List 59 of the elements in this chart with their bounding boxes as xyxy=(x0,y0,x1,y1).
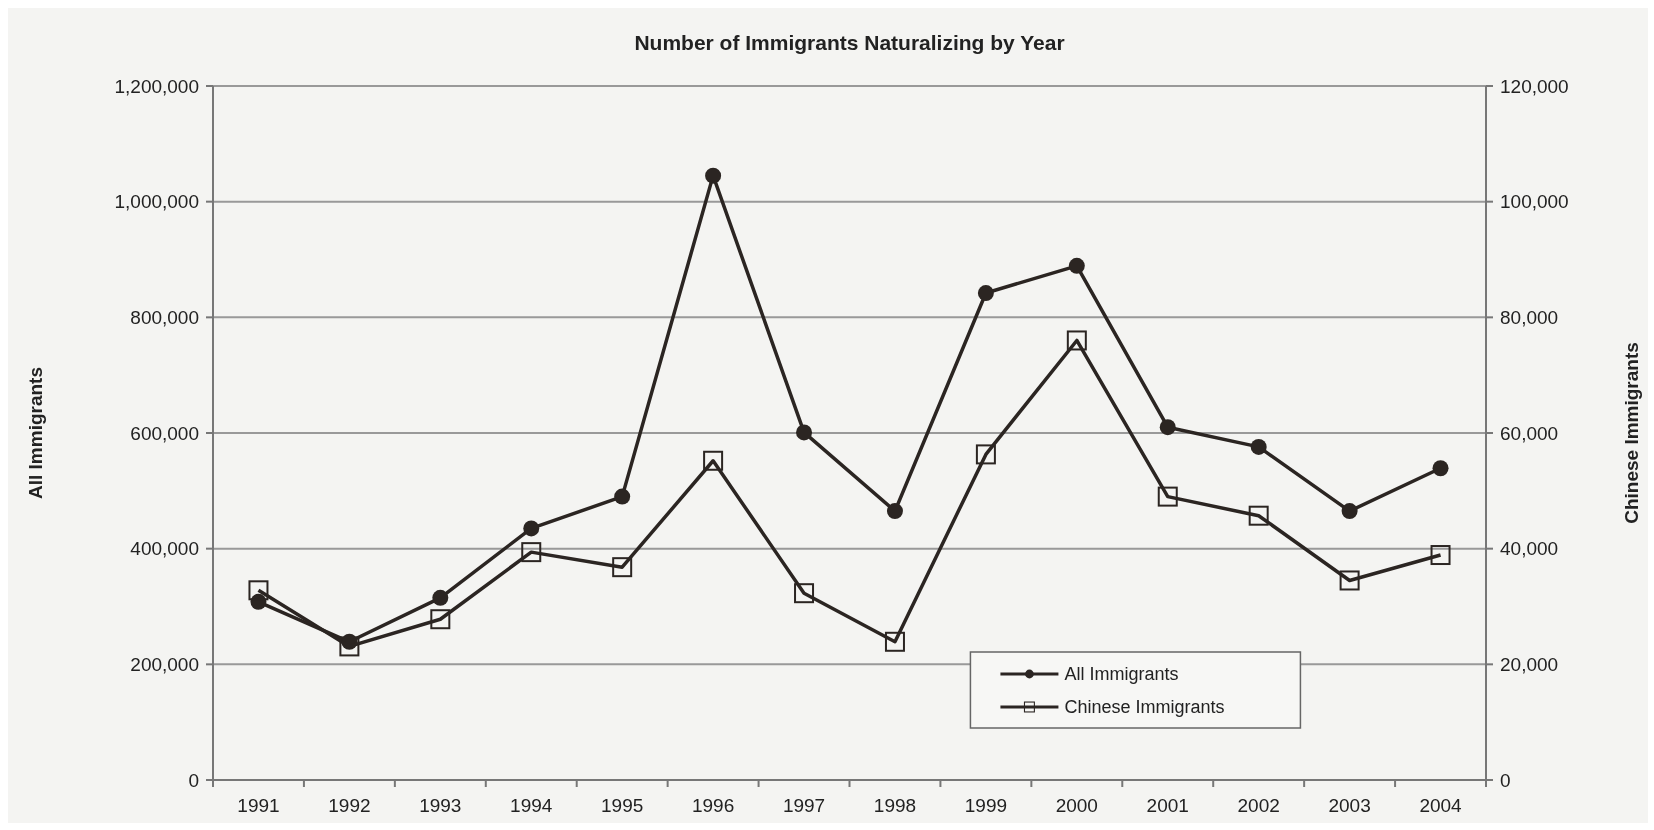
y2-tick-label: 60,000 xyxy=(1500,422,1559,444)
y-tick-label: 1,000,000 xyxy=(114,191,199,213)
y-tick-label: 400,000 xyxy=(130,538,199,560)
y-axis-title: All Immigrants xyxy=(25,367,46,499)
x-tick-label: 2002 xyxy=(1237,795,1280,816)
x-tick-label: 2004 xyxy=(1419,795,1463,816)
point xyxy=(975,444,996,465)
y-tick-label: 800,000 xyxy=(130,306,199,328)
y-tick-label: 0 xyxy=(188,769,199,791)
y2-axis-title: Chinese Immigrants xyxy=(1621,342,1642,524)
point xyxy=(796,424,813,441)
x-tick-label: 1999 xyxy=(964,795,1008,816)
point xyxy=(612,557,633,578)
x-tick-label: 1995 xyxy=(601,795,644,816)
point xyxy=(1159,419,1176,436)
point xyxy=(794,583,815,604)
point xyxy=(1157,486,1178,507)
chart-title: Number of Immigrants Naturalizing by Year xyxy=(634,31,1065,54)
x-tick-label: 1993 xyxy=(419,795,462,816)
point xyxy=(432,589,449,606)
point xyxy=(1430,545,1451,566)
legend-label: Chinese Immigrants xyxy=(1064,697,1225,718)
x-tick-label: 2001 xyxy=(1146,795,1189,816)
x-tick-label: 1996 xyxy=(691,795,735,816)
x-tick-label: 1992 xyxy=(328,795,371,816)
point xyxy=(884,631,905,652)
y2-tick-label: 0 xyxy=(1500,769,1511,791)
point xyxy=(430,609,451,630)
point xyxy=(1250,438,1267,455)
x-tick-label: 2000 xyxy=(1055,795,1098,816)
y-tick-label: 1,200,000 xyxy=(114,75,199,97)
point xyxy=(521,542,542,563)
y2-tick-label: 120,000 xyxy=(1500,75,1569,97)
x-tick-label: 1994 xyxy=(510,795,553,816)
y-tick-label: 600,000 xyxy=(130,422,199,444)
legend-label: All Immigrants xyxy=(1064,664,1179,685)
point xyxy=(1341,503,1358,520)
point xyxy=(1248,505,1269,526)
y2-tick-label: 100,000 xyxy=(1500,191,1569,213)
y2-tick-label: 40,000 xyxy=(1500,538,1559,560)
point xyxy=(977,285,994,302)
point xyxy=(248,580,269,601)
point xyxy=(614,488,631,505)
point xyxy=(339,636,360,657)
point xyxy=(523,520,540,537)
x-tick-label: 2003 xyxy=(1328,795,1371,816)
x-tick-label: 1997 xyxy=(782,795,826,816)
y-tick-label: 200,000 xyxy=(130,653,199,675)
point xyxy=(703,450,724,471)
x-tick-label: 1991 xyxy=(237,795,280,816)
y2-tick-label: 80,000 xyxy=(1500,306,1559,328)
point xyxy=(1068,257,1085,274)
y2-tick-label: 20,000 xyxy=(1500,653,1559,675)
x-tick-label: 1998 xyxy=(873,795,917,816)
point xyxy=(705,167,722,184)
point xyxy=(1432,460,1449,477)
point xyxy=(886,503,903,520)
point xyxy=(1339,570,1360,591)
point xyxy=(1066,330,1087,351)
